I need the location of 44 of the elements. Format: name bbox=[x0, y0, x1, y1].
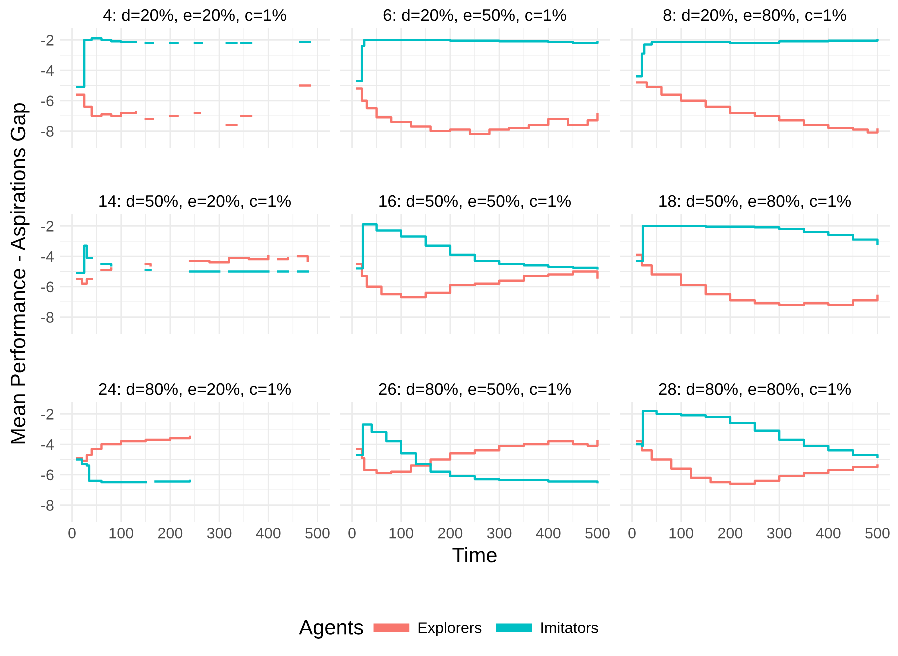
chart-title: 18: d=50%, e=80%, c=1% bbox=[660, 194, 852, 210]
y-tick-label: -8 bbox=[42, 312, 54, 323]
chart-title: 4: d=20%, e=20%, c=1% bbox=[103, 8, 286, 24]
legend-label: Imitators bbox=[542, 622, 598, 634]
y-axis-title: Mean Performance - Aspirations Gap bbox=[10, 103, 30, 444]
x-tick-label: 200 bbox=[438, 528, 463, 539]
x-tick-label: 100 bbox=[110, 528, 134, 539]
x-tick-label: 300 bbox=[487, 528, 512, 539]
x-tick-label: 400 bbox=[256, 528, 281, 539]
x-tick-label: 100 bbox=[670, 528, 694, 539]
x-tick-label: 300 bbox=[207, 528, 232, 539]
x-tick-label: 200 bbox=[158, 528, 183, 539]
x-tick-label: 500 bbox=[866, 528, 890, 539]
legend-label: Explorers bbox=[418, 622, 482, 636]
chart-title: 28: d=80%, e=80%, c=1% bbox=[659, 382, 852, 398]
y-tick-label: -2 bbox=[42, 409, 54, 420]
legend-title: Agents bbox=[299, 620, 364, 639]
x-tick-label: 300 bbox=[767, 528, 792, 539]
x-axis-title: Time bbox=[452, 547, 497, 563]
y-tick-label: -2 bbox=[42, 221, 54, 232]
chart-title: 6: d=20%, e=50%, c=1% bbox=[384, 8, 566, 24]
y-tick-label: -4 bbox=[42, 252, 54, 262]
y-tick-label: -4 bbox=[42, 66, 54, 76]
x-tick-label: 200 bbox=[718, 528, 743, 539]
x-tick-label: 100 bbox=[390, 528, 414, 539]
chart-title: 26: d=80%, e=50%, c=1% bbox=[379, 382, 572, 398]
y-tick-label: -6 bbox=[42, 282, 54, 293]
chart-title: 16: d=50%, e=50%, c=1% bbox=[380, 194, 572, 210]
chart-title: 24: d=80%, e=20%, c=1% bbox=[99, 382, 292, 398]
y-tick-label: -6 bbox=[42, 470, 54, 481]
y-tick-label: -2 bbox=[42, 35, 54, 46]
y-tick-label: -8 bbox=[42, 126, 54, 137]
y-tick-label: -4 bbox=[42, 440, 54, 450]
y-tick-label: -6 bbox=[42, 96, 54, 107]
x-tick-label: 500 bbox=[586, 528, 610, 539]
chart-title: 8: d=20%, e=80%, c=1% bbox=[664, 8, 846, 24]
x-tick-label: 500 bbox=[306, 528, 330, 539]
y-tick-label: -8 bbox=[42, 500, 54, 511]
x-tick-label: 400 bbox=[536, 528, 561, 539]
chart-title: 14: d=50%, e=20%, c=1% bbox=[100, 194, 292, 210]
x-tick-label: 400 bbox=[816, 528, 841, 539]
x-tick-label: 0 bbox=[68, 528, 76, 539]
x-tick-label: 0 bbox=[628, 528, 636, 539]
x-tick-label: 0 bbox=[348, 528, 356, 539]
